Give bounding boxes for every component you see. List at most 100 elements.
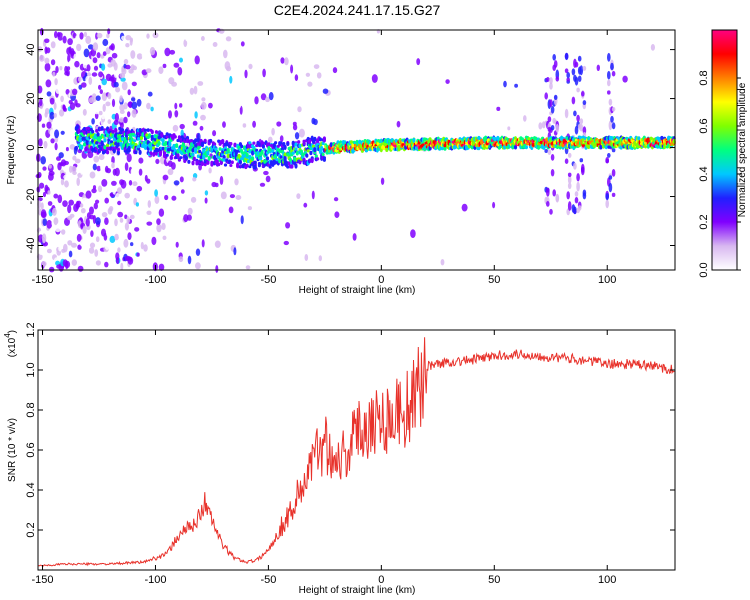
spectrogram-point <box>579 118 584 125</box>
spectrogram-point <box>574 191 579 197</box>
spectrogram-point <box>143 261 147 268</box>
spectrogram-point <box>58 47 64 52</box>
spectrogram-point <box>555 76 560 82</box>
spectrogram-point <box>271 148 275 154</box>
spectrogram-point <box>102 103 106 112</box>
spectrogram-point <box>147 200 151 208</box>
spectrogram-point <box>192 177 197 182</box>
spectrogram-point <box>318 137 322 142</box>
x-tick-label: -150 <box>32 574 54 586</box>
spectrogram-point <box>90 160 94 165</box>
spectrogram-point <box>116 138 120 144</box>
spectrogram-point <box>294 132 300 140</box>
spectrogram-point <box>507 126 511 131</box>
spectrogram-point <box>274 141 278 145</box>
spectrogram-point <box>102 38 109 47</box>
spectrogram-point <box>114 127 118 133</box>
spectrogram-point <box>85 190 92 199</box>
spectrogram-point <box>109 235 116 243</box>
spectrogram-point <box>316 72 322 79</box>
spectrogram-point <box>115 257 120 265</box>
spectrogram-point <box>607 79 611 87</box>
spectrogram-point <box>123 102 128 110</box>
y-tick-label: 0.2 <box>25 522 37 537</box>
x-tick-label: 0 <box>378 274 384 286</box>
spectrogram-point <box>67 54 71 63</box>
spectrogram-point <box>235 195 242 200</box>
colorbar-tick-label: 0.8 <box>698 70 710 85</box>
spectrogram-point <box>608 175 613 180</box>
spectrogram-point <box>39 97 43 107</box>
spectrogram-point <box>92 163 97 171</box>
spectrogram-point <box>95 141 99 145</box>
spectrogram-point <box>219 175 224 185</box>
spectrogram-point <box>253 160 257 165</box>
spectrogram-point <box>119 104 125 112</box>
spectrogram-point <box>134 227 140 232</box>
spectrogram-point <box>273 30 278 39</box>
spectrogram-point <box>251 156 255 162</box>
spectrogram-point <box>285 222 291 229</box>
spectrogram-point <box>116 147 120 152</box>
spectrogram-point <box>123 58 129 65</box>
spectrogram-point <box>567 201 572 211</box>
spectrogram-point <box>262 68 266 78</box>
spectrogram-point <box>204 197 208 204</box>
spectrogram-point <box>194 147 198 152</box>
spectrogram-point <box>581 163 585 173</box>
spectrogram-point <box>97 185 103 193</box>
spectrogram-point <box>68 199 74 206</box>
spectrogram-point <box>290 164 294 169</box>
spectrogram-point <box>555 123 560 133</box>
spectrogram-point <box>607 52 611 62</box>
spectrogram-point <box>46 91 52 97</box>
spectrogram-point <box>229 164 233 167</box>
spectrogram-point <box>48 170 55 176</box>
spectrogram-point <box>125 64 131 70</box>
snr-x-ticks: -150 -100 -50 0 50 100 <box>32 330 616 586</box>
spectrogram-point <box>294 74 299 81</box>
spectrogram-point <box>87 72 91 77</box>
spectrogram-point <box>605 199 609 209</box>
colorbar-tick-label: 0.2 <box>698 214 710 229</box>
spectrogram-point <box>190 196 197 203</box>
spectrogram-point <box>42 218 48 227</box>
spectrogram-point <box>74 60 80 68</box>
spectrogram-point <box>184 155 188 161</box>
spectrogram-point <box>101 63 106 71</box>
spectrogram-point <box>214 182 219 188</box>
spectrogram-point <box>86 64 91 72</box>
spectrogram-point <box>107 92 112 100</box>
spectrogram-point <box>527 137 531 141</box>
spectrogram-point <box>67 240 73 246</box>
spectrogram-point <box>54 225 61 233</box>
spectrogram-point <box>49 129 54 137</box>
spectrogram-point <box>322 157 326 162</box>
spectrogram-point <box>66 47 72 55</box>
spectrogram-point <box>252 141 256 145</box>
spectrogram-point <box>499 38 505 43</box>
spectrogram-point <box>310 157 314 164</box>
spectrogram-point <box>248 165 252 169</box>
spectrogram-point <box>582 192 587 200</box>
spectrogram-point <box>46 219 53 229</box>
x-tick-label: -100 <box>144 274 166 286</box>
spectrogram-point <box>89 59 93 67</box>
spectrogram-point <box>200 161 204 166</box>
spectrogram-point <box>105 101 111 107</box>
spectrogram-point <box>228 206 234 214</box>
spectrogram-point <box>62 35 67 44</box>
spectrogram-point <box>195 262 201 270</box>
spectrogram-point <box>101 150 106 155</box>
spectrogram-point <box>252 120 256 128</box>
spectrogram-point <box>371 74 378 83</box>
spectrogram-point <box>91 93 97 103</box>
spectrogram-point <box>80 208 86 214</box>
y-tick-label: 0.8 <box>25 402 37 417</box>
spectrogram-point <box>126 153 132 163</box>
spectrogram-point <box>165 153 169 157</box>
spectrogram-point <box>145 68 152 74</box>
spectrogram-point <box>120 128 125 132</box>
spectrogram-point <box>71 165 77 173</box>
spectrogram-point <box>259 156 263 161</box>
